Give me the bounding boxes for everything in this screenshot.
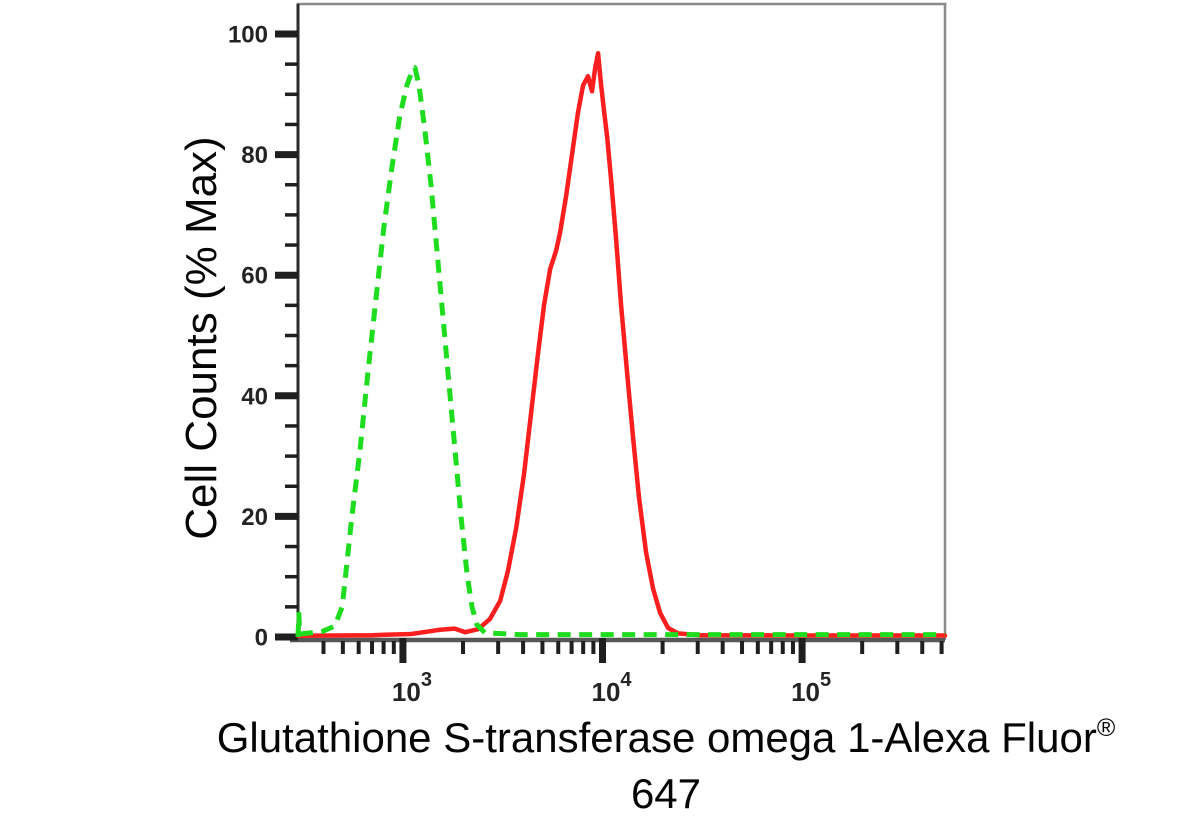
red-solid-curve — [295, 51, 948, 639]
y-tick-label: 80 — [241, 142, 268, 169]
x-tick-label: 104 — [591, 669, 632, 707]
x-tick-label: 105 — [791, 669, 831, 707]
y-tick-label: 100 — [228, 22, 268, 49]
registered-trademark-symbol: ® — [1096, 714, 1116, 742]
x-axis-title: Glutathione S-transferase omega 1-Alexa … — [150, 710, 1182, 822]
y-axis-title: Cell Counts (% Max) — [177, 136, 226, 540]
x-tick-label: 103 — [392, 669, 432, 707]
y-tick-label: 20 — [241, 504, 268, 531]
y-tick-label: 40 — [241, 383, 268, 410]
x-axis-title-line2: 647 — [630, 769, 702, 817]
y-tick-label: 60 — [241, 263, 268, 290]
x-axis-title-line1: Glutathione S-transferase omega 1-Alexa … — [216, 714, 1097, 761]
y-tick-label: 0 — [255, 625, 268, 652]
green-dashed-curve — [295, 65, 945, 638]
